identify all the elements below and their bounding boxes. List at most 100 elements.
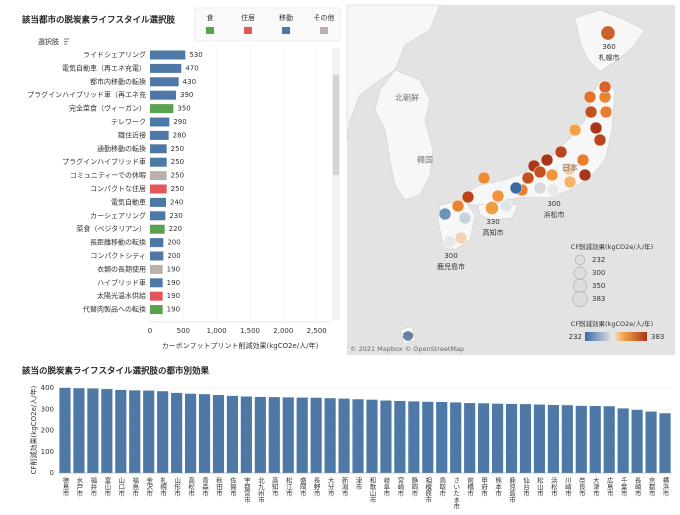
bar [150, 184, 167, 194]
y-tick-label: 300 [41, 405, 54, 413]
city-marker[interactable] [461, 190, 475, 204]
category-label: プラグインハイブリッド車（再エネ充 [27, 90, 146, 99]
value-label: 280 [173, 131, 186, 139]
city-marker[interactable] [583, 90, 597, 104]
category-label: 長距離移動の転換 [90, 238, 146, 247]
category-label: コンパクトな住居 [90, 184, 146, 193]
city-marker[interactable] [485, 201, 499, 215]
city-marker[interactable] [568, 123, 582, 137]
sort-icon[interactable] [64, 38, 69, 45]
value-label: 530 [189, 51, 202, 59]
x-tick-label: 2,500 [307, 327, 327, 335]
x-tick-label: 松山市 [535, 476, 543, 498]
bar [645, 411, 657, 473]
land [574, 9, 646, 73]
x-tick-label: 1,000 [207, 327, 227, 335]
x-tick-label: 徳島市 [61, 476, 69, 498]
scrollbar[interactable] [332, 48, 340, 320]
city-marker[interactable] [491, 189, 505, 203]
city-marker[interactable] [554, 145, 568, 159]
x-tick-label: 静岡市 [410, 476, 418, 498]
city-marker[interactable] [443, 235, 457, 249]
bar [150, 117, 170, 127]
bar [226, 395, 239, 473]
bar [150, 264, 163, 274]
bar [296, 397, 308, 473]
city-marker[interactable] [600, 25, 616, 41]
x-tick-label: 京都市 [647, 476, 655, 498]
bar [464, 403, 476, 473]
city-marker[interactable] [598, 80, 612, 94]
city-value: 250 [402, 333, 414, 340]
y-tick-label: 200 [41, 427, 54, 435]
city-marker[interactable] [599, 105, 613, 119]
city-marker[interactable] [477, 171, 491, 185]
map-credits: © 2021 Mapbox © OpenStreetMap [350, 345, 464, 353]
city-value: 330 [486, 218, 499, 226]
bar [422, 401, 434, 473]
city-value: 300 [444, 252, 457, 260]
bar [150, 90, 176, 100]
size-legend-label: 350 [592, 282, 605, 290]
city-marker[interactable] [454, 231, 468, 245]
city-marker[interactable] [563, 175, 577, 189]
category-label: 職住近接 [118, 130, 146, 139]
x-tick-label: 札幌市 [159, 476, 167, 498]
city-marker[interactable] [578, 168, 592, 182]
city-marker[interactable] [533, 165, 547, 179]
x-tick-label: 岐阜市 [382, 476, 390, 498]
value-label: 190 [167, 306, 180, 314]
bar [352, 399, 364, 473]
city-marker[interactable] [451, 199, 465, 213]
chart-title: 該当都市の脱炭素ライフスタイル選択肢 [22, 15, 176, 26]
bar [101, 389, 113, 473]
color-legend-min: 232 [569, 333, 582, 341]
category-label: 代替肉製品への転換 [83, 305, 146, 314]
y-tick-label: 400 [41, 384, 54, 392]
bar [59, 387, 71, 473]
sort-label[interactable]: 選択肢 [38, 37, 59, 46]
city-marker[interactable] [509, 181, 523, 195]
city-marker[interactable] [533, 181, 547, 195]
city-marker[interactable] [545, 168, 559, 182]
x-tick-label: 松江市 [284, 476, 292, 498]
color-legend-max: 383 [651, 333, 664, 341]
city-marker[interactable] [540, 153, 554, 167]
city-marker[interactable] [589, 121, 603, 135]
value-label: 250 [171, 185, 184, 193]
city-marker[interactable] [458, 211, 472, 225]
x-tick-label: 大分市 [326, 476, 334, 498]
scroll-thumb[interactable] [333, 75, 339, 175]
x-tick-label: 盛岡市 [298, 476, 306, 498]
bar [478, 403, 490, 473]
value-label: 200 [167, 239, 180, 247]
size-legend-marker [573, 266, 587, 280]
x-tick-label: 秋田市 [214, 476, 222, 498]
category-label: コンパクトシティ [90, 252, 146, 260]
city-marker[interactable] [546, 183, 560, 197]
bar [533, 404, 546, 473]
city-marker[interactable] [521, 171, 535, 185]
value-label: 390 [180, 91, 193, 99]
city-marker[interactable] [584, 105, 598, 119]
x-tick-label: 奈良市 [577, 476, 585, 498]
bar [240, 396, 252, 473]
bar [150, 238, 164, 248]
city-marker[interactable] [438, 207, 452, 221]
x-tick-label: 青森市 [201, 476, 209, 498]
x-tick-label: 仙台市 [521, 476, 529, 498]
size-legend-marker [572, 278, 588, 294]
city-marker[interactable] [562, 162, 576, 176]
city-marker[interactable] [402, 330, 414, 342]
x-tick-label: 浜松市 [549, 476, 557, 498]
city-marker[interactable] [593, 133, 607, 147]
city-marker[interactable] [576, 153, 590, 167]
bar [450, 402, 462, 473]
bar [603, 406, 615, 473]
category-label: 太陽光温水供給 [97, 291, 146, 300]
bar [171, 392, 183, 473]
city-marker[interactable] [499, 199, 513, 213]
bar [212, 395, 225, 473]
x-tick-label: 広島市 [605, 476, 613, 498]
